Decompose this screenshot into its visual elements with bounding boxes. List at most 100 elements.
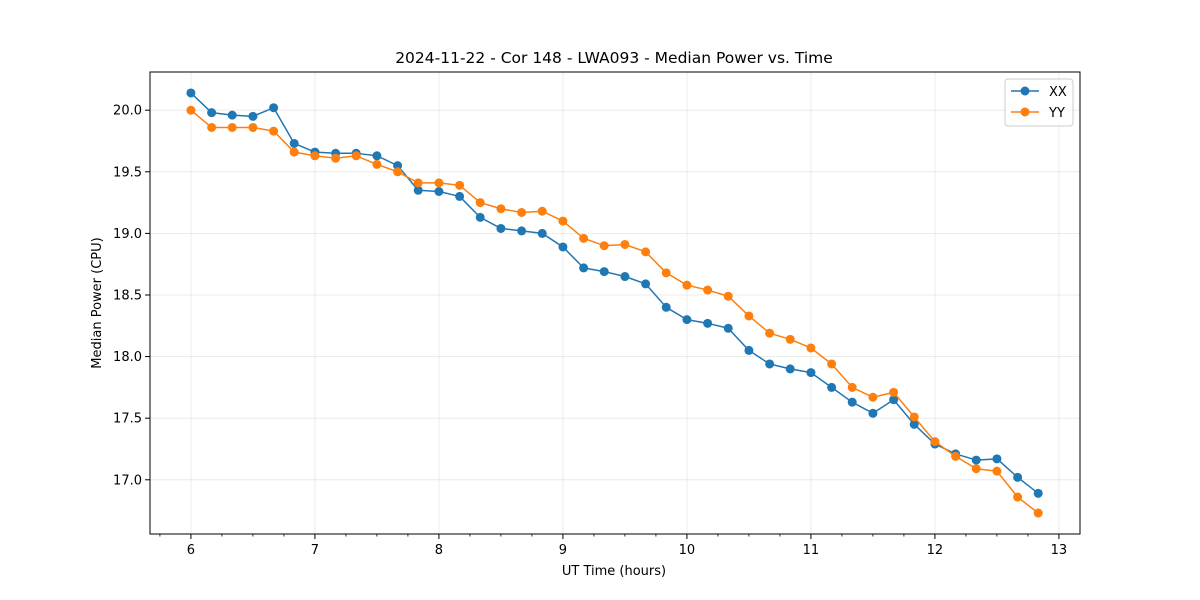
data-point-yy xyxy=(930,437,940,447)
data-point-yy xyxy=(661,268,671,278)
y-tick-label: 18.5 xyxy=(113,288,142,303)
data-point-xx xyxy=(579,263,589,273)
data-point-xx xyxy=(620,272,630,282)
legend-marker-xx xyxy=(1020,86,1030,96)
data-point-yy xyxy=(248,122,258,132)
data-point-yy xyxy=(289,147,299,157)
data-point-yy xyxy=(186,105,196,115)
data-point-yy xyxy=(744,311,754,321)
legend: XX YY xyxy=(1004,78,1074,127)
data-point-yy xyxy=(496,204,506,214)
y-tick-label: 19.0 xyxy=(113,227,142,242)
y-tick-label: 19.5 xyxy=(113,165,142,180)
data-point-xx xyxy=(248,111,258,121)
axis-ticks: 6 7 8 9 10 11 12 13 17.0 17.5 18.0 18.5 19.0 19.5 20.0 xyxy=(113,104,1067,558)
data-point-yy xyxy=(537,206,547,216)
data-point-yy xyxy=(682,280,692,290)
data-point-xx xyxy=(661,302,671,312)
data-point-xx xyxy=(971,455,981,465)
data-point-xx xyxy=(992,454,1002,464)
data-point-yy xyxy=(641,247,651,257)
data-point-yy xyxy=(703,285,713,295)
plot-frame xyxy=(149,71,1081,535)
data-point-yy xyxy=(1033,508,1043,518)
data-point-yy xyxy=(723,291,733,301)
data-point-xx xyxy=(703,318,713,328)
data-point-xx xyxy=(455,191,465,201)
data-point-yy xyxy=(269,126,279,136)
x-tick-label: 7 xyxy=(311,543,319,558)
data-point-xx xyxy=(227,110,237,120)
data-point-yy xyxy=(847,382,857,392)
x-tick-label: 11 xyxy=(803,543,820,558)
data-point-xx xyxy=(641,279,651,289)
data-point-xx xyxy=(558,242,568,252)
data-point-xx xyxy=(744,345,754,355)
data-point-yy xyxy=(372,159,382,169)
data-point-xx xyxy=(1013,472,1023,482)
data-point-yy xyxy=(868,392,878,402)
data-point-yy xyxy=(331,153,341,163)
x-tick-label: 6 xyxy=(187,543,195,558)
legend-label-xx: XX xyxy=(1049,85,1067,100)
data-point-yy xyxy=(434,178,444,188)
data-point-xx xyxy=(723,323,733,333)
y-tick-label: 20.0 xyxy=(113,104,142,119)
legend-marker-yy xyxy=(1020,107,1030,117)
data-point-xx xyxy=(599,267,609,277)
data-point-xx xyxy=(909,419,919,429)
data-point-xx xyxy=(868,408,878,418)
x-tick-label: 12 xyxy=(927,543,944,558)
data-point-xx xyxy=(289,138,299,148)
data-point-xx xyxy=(496,223,506,233)
series-yy xyxy=(186,105,1043,518)
data-point-yy xyxy=(992,466,1002,476)
data-point-yy xyxy=(579,233,589,243)
data-point-xx xyxy=(827,382,837,392)
data-point-xx xyxy=(434,187,444,196)
gridlines xyxy=(150,72,1080,534)
data-point-yy xyxy=(351,151,361,161)
data-point-xx xyxy=(889,395,899,405)
data-point-yy xyxy=(827,359,837,369)
x-tick-label: 9 xyxy=(559,543,567,558)
data-point-yy xyxy=(1013,492,1023,502)
data-point-yy xyxy=(765,328,775,338)
data-point-xx xyxy=(765,359,775,369)
data-point-xx xyxy=(475,212,485,222)
data-point-yy xyxy=(517,207,527,217)
data-point-xx xyxy=(537,228,547,238)
data-point-xx xyxy=(413,185,423,195)
data-point-xx xyxy=(372,151,382,161)
data-point-xx xyxy=(847,397,857,407)
x-tick-label: 8 xyxy=(435,543,443,558)
data-point-yy xyxy=(393,167,403,177)
data-point-yy xyxy=(909,412,919,422)
data-point-xx xyxy=(1033,488,1043,498)
data-point-yy xyxy=(455,180,465,190)
data-point-yy xyxy=(806,343,816,353)
data-point-yy xyxy=(413,178,423,188)
data-point-xx xyxy=(269,103,279,113)
data-point-yy xyxy=(599,241,609,251)
y-tick-label: 17.0 xyxy=(113,473,142,488)
data-point-yy xyxy=(951,451,961,461)
series-xx xyxy=(186,88,1043,498)
data-point-yy xyxy=(207,122,217,132)
data-point-yy xyxy=(889,387,899,397)
data-point-xx xyxy=(393,161,403,171)
data-point-yy xyxy=(785,334,795,344)
data-point-yy xyxy=(227,122,237,132)
y-axis-label: Median Power (CPU) xyxy=(90,237,105,368)
x-tick-label: 13 xyxy=(1051,543,1068,558)
data-point-xx xyxy=(186,88,196,98)
data-point-xx xyxy=(517,226,527,236)
data-point-yy xyxy=(971,464,981,474)
data-point-xx xyxy=(806,368,816,378)
series-layer xyxy=(186,88,1043,518)
data-point-yy xyxy=(475,198,485,208)
y-tick-label: 17.5 xyxy=(113,412,142,427)
data-point-xx xyxy=(682,315,692,325)
